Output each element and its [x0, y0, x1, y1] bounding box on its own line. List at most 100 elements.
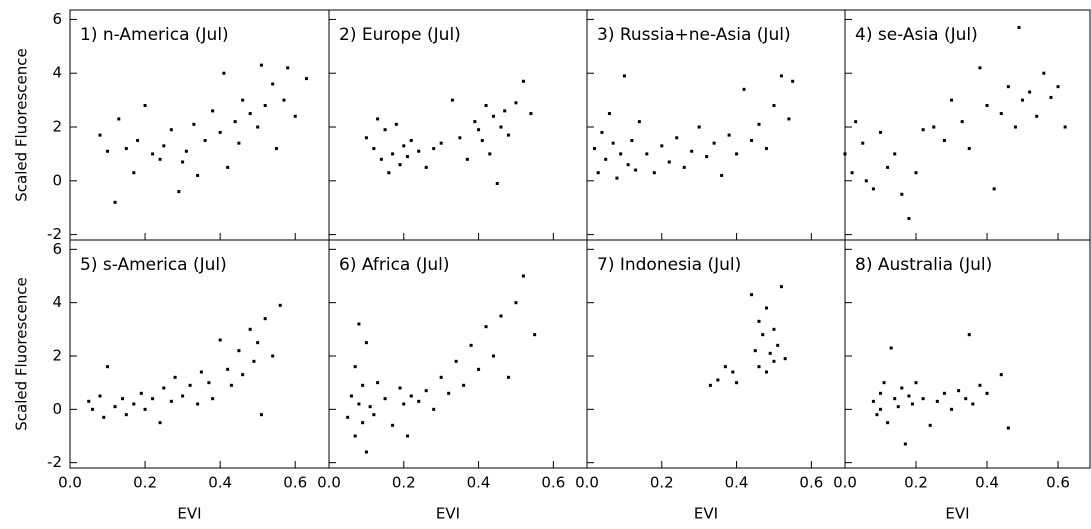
point — [999, 112, 1003, 116]
point — [192, 122, 196, 126]
point — [424, 389, 428, 393]
point — [402, 144, 406, 148]
point — [503, 109, 507, 113]
point — [391, 152, 395, 156]
point — [274, 147, 278, 151]
point — [1028, 90, 1032, 94]
y-tick-label: 4 — [52, 64, 62, 82]
point — [237, 349, 241, 353]
x-tick-label: 0.0 — [58, 474, 82, 492]
point — [967, 333, 971, 337]
point — [907, 394, 911, 398]
point — [764, 147, 768, 151]
y-tick-label: -2 — [47, 225, 62, 243]
point — [1056, 85, 1060, 89]
point — [121, 397, 125, 401]
point — [124, 413, 128, 417]
y-tick-label: 6 — [52, 10, 62, 28]
point — [143, 103, 147, 107]
point — [667, 160, 671, 164]
point — [87, 399, 91, 403]
point — [772, 327, 776, 331]
point — [226, 367, 230, 371]
point — [764, 370, 768, 374]
point — [492, 114, 496, 118]
point — [697, 125, 701, 129]
point — [921, 128, 925, 132]
point — [772, 103, 776, 107]
point — [98, 133, 102, 137]
x-tick-label: 0.4 — [725, 474, 749, 492]
point — [207, 381, 211, 385]
point — [136, 138, 140, 142]
point — [286, 66, 290, 70]
point — [383, 128, 387, 132]
point — [900, 386, 904, 390]
point — [942, 391, 946, 395]
y-tick-label: 4 — [52, 293, 62, 311]
point — [424, 165, 428, 169]
point — [886, 421, 890, 425]
x-tick-label: 0.4 — [467, 474, 491, 492]
point — [907, 216, 911, 220]
point — [271, 82, 275, 86]
point — [776, 343, 780, 347]
point — [705, 155, 709, 159]
point — [196, 173, 200, 177]
point — [787, 117, 791, 121]
point — [1042, 71, 1046, 75]
point — [1006, 85, 1010, 89]
point — [364, 450, 368, 454]
point — [462, 383, 466, 387]
point — [615, 176, 619, 180]
point — [346, 415, 350, 419]
point — [361, 383, 365, 387]
point — [960, 120, 964, 124]
point — [690, 149, 694, 153]
point — [158, 157, 162, 161]
point — [889, 346, 893, 350]
point — [757, 319, 761, 323]
point — [506, 133, 510, 137]
point — [529, 112, 533, 116]
point — [675, 136, 679, 140]
point — [521, 274, 525, 278]
point — [439, 141, 443, 145]
point — [406, 434, 410, 438]
point — [731, 370, 735, 374]
point — [376, 381, 380, 385]
point — [757, 365, 761, 369]
point — [910, 402, 914, 406]
point — [304, 77, 308, 81]
point — [181, 394, 185, 398]
point — [499, 125, 503, 129]
point — [106, 365, 110, 369]
point — [357, 402, 361, 406]
point — [634, 168, 638, 172]
x-tick-label: 0.2 — [133, 474, 157, 492]
point — [914, 171, 918, 175]
point — [935, 399, 939, 403]
point — [364, 341, 368, 345]
point — [372, 413, 376, 417]
point — [757, 122, 761, 126]
point — [514, 101, 518, 105]
point — [113, 200, 117, 204]
point — [735, 381, 739, 385]
point — [113, 405, 117, 409]
x-axis-label: EVI — [177, 505, 201, 523]
panel-title: 3) Russia+ne-Asia (Jul) — [597, 25, 791, 45]
point — [1006, 426, 1010, 430]
point — [992, 187, 996, 191]
point — [985, 103, 989, 107]
point — [132, 402, 136, 406]
point — [465, 157, 469, 161]
point — [398, 386, 402, 390]
point — [619, 152, 623, 156]
point — [473, 120, 477, 124]
point — [727, 133, 731, 137]
point — [879, 130, 883, 134]
point — [458, 136, 462, 140]
point — [211, 397, 215, 401]
point — [950, 98, 954, 102]
